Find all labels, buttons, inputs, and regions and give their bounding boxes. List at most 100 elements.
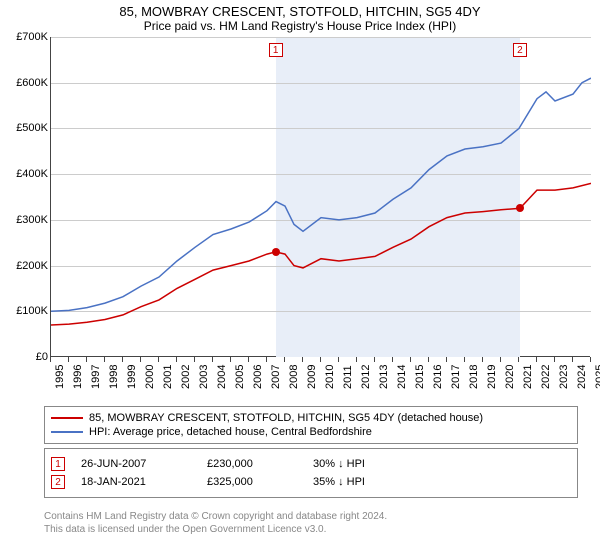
y-tick-label: £600K bbox=[16, 77, 48, 89]
x-tick-label: 2020 bbox=[504, 365, 516, 389]
y-tick-label: £100K bbox=[16, 305, 48, 317]
x-tick bbox=[590, 357, 591, 362]
y-tick-label: £200K bbox=[16, 260, 48, 272]
line-layer bbox=[51, 37, 591, 357]
x-tick bbox=[464, 357, 465, 362]
event-marker-label-1: 1 bbox=[269, 43, 283, 57]
x-tick bbox=[446, 357, 447, 362]
x-tick-label: 2010 bbox=[324, 365, 336, 389]
y-tick-label: £0 bbox=[36, 351, 48, 363]
y-axis: £0£100K£200K£300K£400K£500K£600K£700K bbox=[6, 37, 50, 357]
x-tick bbox=[212, 357, 213, 362]
x-tick-label: 1998 bbox=[108, 365, 120, 389]
x-tick-label: 2006 bbox=[252, 365, 264, 389]
footer-line-1: Contains HM Land Registry data © Crown c… bbox=[44, 510, 578, 523]
chart-title: 85, MOWBRAY CRESCENT, STOTFOLD, HITCHIN,… bbox=[0, 0, 600, 19]
x-tick-label: 1997 bbox=[90, 365, 102, 389]
x-tick bbox=[158, 357, 159, 362]
x-axis: 1995 1996 1997 1998 1999 2000 2001 2002 2003 2004… bbox=[50, 357, 590, 397]
x-tick-label: 2014 bbox=[396, 365, 408, 389]
x-tick-label: 2025 bbox=[594, 365, 600, 389]
x-tick-label: 2011 bbox=[342, 365, 354, 389]
x-tick-label: 2024 bbox=[576, 365, 588, 389]
x-tick-label: 1995 bbox=[54, 365, 66, 389]
x-tick-label: 2012 bbox=[360, 365, 372, 389]
x-tick bbox=[140, 357, 141, 362]
x-tick bbox=[554, 357, 555, 362]
x-tick bbox=[572, 357, 573, 362]
x-tick-label: 1996 bbox=[72, 365, 84, 389]
x-tick bbox=[518, 357, 519, 362]
event-date: 26-JUN-2007 bbox=[81, 458, 191, 470]
x-tick bbox=[176, 357, 177, 362]
plot-area: 12 bbox=[50, 37, 590, 357]
x-tick bbox=[320, 357, 321, 362]
legend-swatch bbox=[51, 417, 83, 419]
event-delta: 35% ↓ HPI bbox=[313, 476, 365, 488]
series-property_price bbox=[51, 183, 591, 325]
footer-license: Contains HM Land Registry data © Crown c… bbox=[44, 510, 578, 536]
x-tick bbox=[194, 357, 195, 362]
x-tick bbox=[86, 357, 87, 362]
x-tick-label: 2016 bbox=[432, 365, 444, 389]
x-tick-label: 2021 bbox=[522, 365, 534, 389]
footer-line-2: This data is licensed under the Open Gov… bbox=[44, 523, 578, 536]
y-tick-label: £300K bbox=[16, 214, 48, 226]
x-tick bbox=[500, 357, 501, 362]
event-marker-dot-1 bbox=[272, 248, 280, 256]
event-row: 218-JAN-2021£325,00035% ↓ HPI bbox=[51, 473, 571, 491]
legend: 85, MOWBRAY CRESCENT, STOTFOLD, HITCHIN,… bbox=[44, 406, 578, 444]
x-tick-label: 2000 bbox=[144, 365, 156, 389]
x-tick-label: 1999 bbox=[126, 365, 138, 389]
x-tick bbox=[410, 357, 411, 362]
x-tick-label: 2017 bbox=[450, 365, 462, 389]
x-tick-label: 2015 bbox=[414, 365, 426, 389]
chart-area: £0£100K£200K£300K£400K£500K£600K£700K 12… bbox=[6, 37, 594, 397]
x-tick bbox=[230, 357, 231, 362]
event-num-box: 1 bbox=[51, 457, 65, 471]
x-tick-label: 2008 bbox=[288, 365, 300, 389]
event-delta: 30% ↓ HPI bbox=[313, 458, 365, 470]
x-tick-label: 2009 bbox=[306, 365, 318, 389]
events-table: 126-JUN-2007£230,00030% ↓ HPI218-JAN-202… bbox=[44, 448, 578, 498]
x-tick bbox=[374, 357, 375, 362]
x-tick-label: 2019 bbox=[486, 365, 498, 389]
x-tick bbox=[356, 357, 357, 362]
chart-subtitle: Price paid vs. HM Land Registry's House … bbox=[0, 19, 600, 37]
x-tick-label: 2004 bbox=[216, 365, 228, 389]
x-tick-label: 2002 bbox=[180, 365, 192, 389]
event-marker-dot-2 bbox=[516, 204, 524, 212]
legend-swatch bbox=[51, 431, 83, 433]
x-tick bbox=[428, 357, 429, 362]
series-hpi bbox=[51, 78, 591, 311]
x-tick bbox=[302, 357, 303, 362]
legend-label: 85, MOWBRAY CRESCENT, STOTFOLD, HITCHIN,… bbox=[89, 412, 483, 424]
x-tick-label: 2001 bbox=[162, 365, 174, 389]
x-tick bbox=[104, 357, 105, 362]
x-tick bbox=[50, 357, 51, 362]
x-tick bbox=[338, 357, 339, 362]
legend-label: HPI: Average price, detached house, Cent… bbox=[89, 426, 372, 438]
y-tick-label: £400K bbox=[16, 168, 48, 180]
x-tick bbox=[122, 357, 123, 362]
x-tick bbox=[536, 357, 537, 362]
event-price: £325,000 bbox=[207, 476, 297, 488]
y-tick-label: £500K bbox=[16, 122, 48, 134]
x-tick-label: 2005 bbox=[234, 365, 246, 389]
x-tick bbox=[392, 357, 393, 362]
event-date: 18-JAN-2021 bbox=[81, 476, 191, 488]
x-tick bbox=[68, 357, 69, 362]
legend-row: 85, MOWBRAY CRESCENT, STOTFOLD, HITCHIN,… bbox=[51, 411, 571, 425]
x-tick bbox=[482, 357, 483, 362]
legend-row: HPI: Average price, detached house, Cent… bbox=[51, 425, 571, 439]
x-tick-label: 2007 bbox=[270, 365, 282, 389]
x-tick-label: 2023 bbox=[558, 365, 570, 389]
x-tick bbox=[266, 357, 267, 362]
x-tick bbox=[284, 357, 285, 362]
x-tick bbox=[248, 357, 249, 362]
x-tick-label: 2003 bbox=[198, 365, 210, 389]
x-tick-label: 2018 bbox=[468, 365, 480, 389]
event-row: 1 26-JUN-2007 £230,000 30% ↓ HPI bbox=[51, 455, 571, 473]
x-tick-label: 2022 bbox=[540, 365, 552, 389]
event-price: £230,000 bbox=[207, 458, 297, 470]
